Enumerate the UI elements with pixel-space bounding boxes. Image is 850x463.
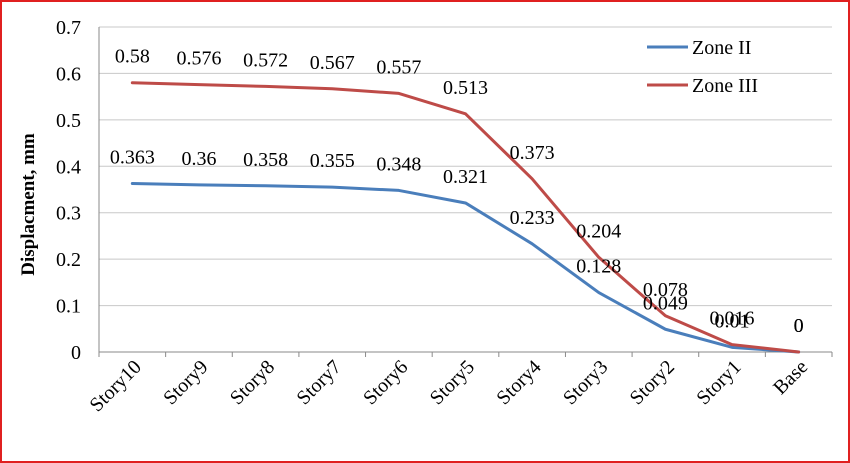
x-tick-label: Story3: [559, 356, 612, 409]
series-line-zone-iii: [130, 81, 801, 354]
x-tick-label: Story2: [626, 356, 679, 409]
data-label: 0.36: [181, 148, 216, 170]
y-tick-label: 0: [71, 342, 81, 364]
data-label: 0.204: [576, 220, 621, 242]
data-label: 0.358: [243, 149, 288, 171]
x-tick-label: Story1: [692, 356, 745, 409]
data-label: 0.567: [310, 52, 355, 74]
legend-label: Zone II: [692, 37, 751, 59]
y-tick-label: 0.6: [56, 63, 81, 85]
x-tick-label: Story10: [86, 356, 146, 416]
data-label: 0.348: [376, 153, 421, 175]
y-tick-label: 0.1: [56, 296, 81, 318]
y-tick-label: 0.5: [56, 110, 81, 132]
x-tick-label: Story6: [359, 356, 412, 409]
data-label: 0.01: [715, 310, 750, 332]
data-label: 0.58: [115, 46, 150, 68]
series-lines: [130, 81, 801, 354]
data-label: 0: [794, 315, 804, 337]
data-label: 0.233: [510, 207, 555, 229]
y-tick-label: 0.2: [56, 249, 81, 271]
data-labels: 0.363 0.36 0.358 0.355 0.348 0.321 0.233 0.128 0…: [110, 46, 804, 337]
x-tick-label: Story5: [426, 356, 479, 409]
data-label: 0.321: [443, 166, 488, 188]
data-label: 0.363: [110, 146, 155, 168]
data-label: 0.557: [376, 56, 421, 78]
x-tick-label: Story4: [492, 356, 545, 409]
y-axis-title: Displacment, mm: [18, 133, 39, 276]
y-tick-label: 0.3: [56, 203, 81, 225]
data-label: 0.128: [576, 256, 621, 278]
data-label: 0.576: [176, 48, 221, 70]
legend: Zone II Zone III: [647, 37, 758, 97]
x-tick-label: Story8: [226, 356, 279, 409]
data-label: 0.078: [643, 279, 688, 301]
data-label: 0: [794, 315, 804, 337]
series-line-zone-ii: [130, 181, 801, 354]
x-tick-label: Story7: [292, 356, 345, 409]
y-tick-label: 0.4: [56, 156, 81, 178]
data-label: 0.355: [310, 150, 355, 172]
data-label: 0.049: [643, 292, 688, 314]
x-tick-label: Base: [769, 356, 812, 399]
data-label: 0.513: [443, 77, 488, 99]
legend-label: Zone III: [692, 75, 758, 97]
y-tick-label: 0.7: [56, 17, 81, 39]
gridlines: [99, 26, 832, 307]
data-label: 0.572: [243, 49, 288, 71]
data-label: 0.016: [710, 308, 755, 330]
data-label: 0.373: [510, 142, 555, 164]
x-tick-label: Story9: [159, 356, 212, 409]
